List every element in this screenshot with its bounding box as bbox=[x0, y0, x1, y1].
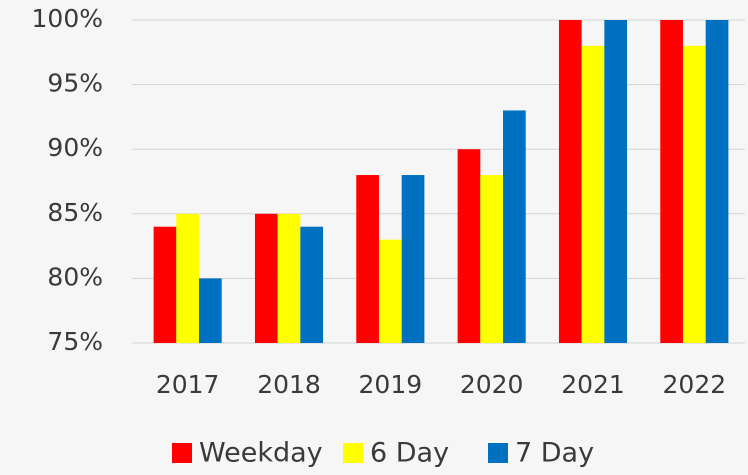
legend-swatch bbox=[343, 443, 363, 463]
x-tick-label: 2020 bbox=[460, 370, 524, 399]
bar bbox=[682, 45, 706, 344]
bar bbox=[378, 239, 402, 343]
x-tick-label: 2018 bbox=[257, 370, 321, 399]
y-tick-label: 75% bbox=[47, 327, 103, 356]
bar bbox=[277, 213, 301, 343]
y-tick-label: 90% bbox=[47, 133, 103, 162]
legend-swatch bbox=[172, 443, 192, 463]
x-tick-label: 2017 bbox=[156, 370, 220, 399]
bar bbox=[581, 45, 605, 344]
bar bbox=[660, 20, 683, 343]
bar bbox=[199, 278, 222, 343]
bar bbox=[254, 213, 278, 343]
x-tick-label: 2022 bbox=[663, 370, 727, 399]
bar bbox=[300, 226, 324, 343]
y-tick-label: 100% bbox=[32, 4, 103, 33]
bar bbox=[176, 213, 200, 343]
y-tick-label: 85% bbox=[47, 198, 103, 227]
bar bbox=[604, 20, 628, 343]
legend-swatch bbox=[488, 443, 508, 463]
y-tick-label: 95% bbox=[47, 69, 103, 98]
x-tick-label: 2021 bbox=[561, 370, 625, 399]
bar bbox=[558, 20, 582, 343]
legend-label: 7 Day bbox=[515, 438, 594, 469]
bar bbox=[401, 175, 425, 343]
bar bbox=[705, 20, 729, 343]
x-tick-label: 2019 bbox=[359, 370, 423, 399]
bar bbox=[153, 226, 177, 343]
y-tick-label: 80% bbox=[47, 262, 103, 291]
legend-label: 6 Day bbox=[370, 438, 449, 469]
bar bbox=[457, 149, 481, 343]
legend-label: Weekday bbox=[199, 438, 323, 469]
bar bbox=[480, 175, 504, 343]
bar bbox=[356, 175, 379, 343]
bar bbox=[503, 110, 526, 343]
